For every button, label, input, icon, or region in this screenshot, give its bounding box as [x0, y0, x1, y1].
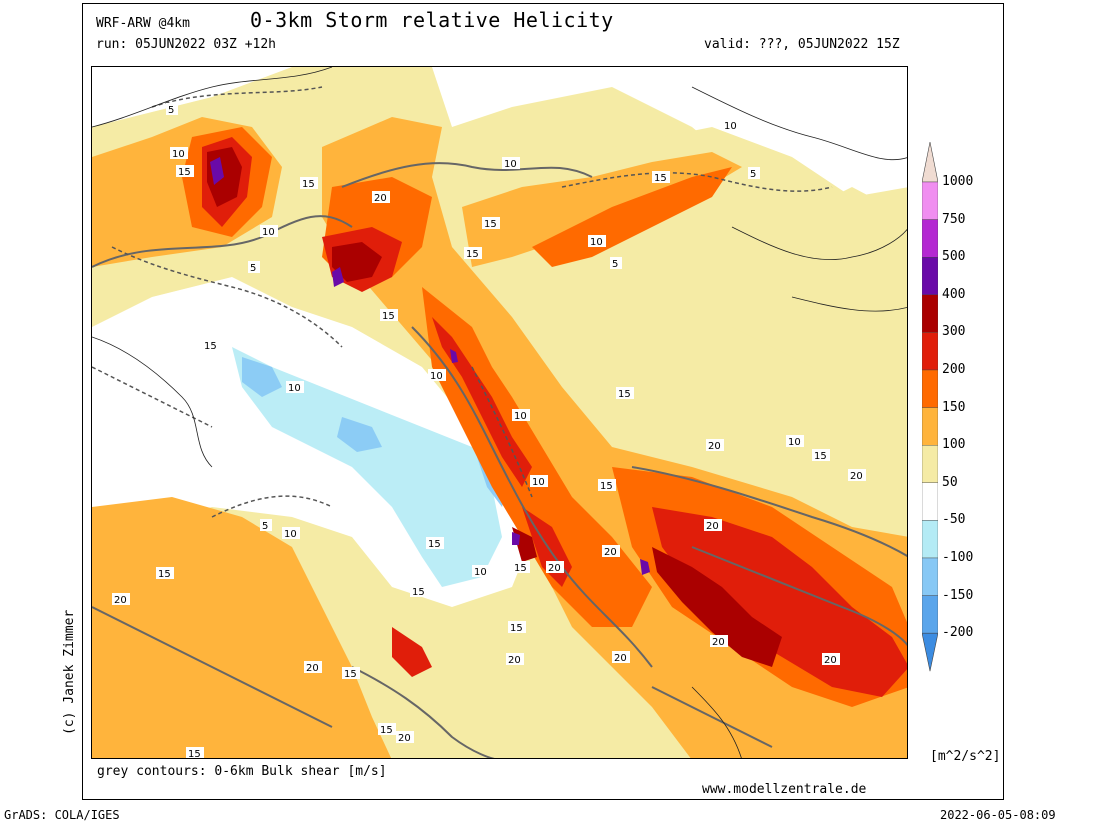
colorbar-segment	[922, 482, 938, 521]
colorbar-tick-label: 150	[942, 399, 966, 415]
contour-label: 15	[484, 219, 497, 230]
contour-label: 10	[284, 529, 297, 540]
map-borders	[92, 67, 907, 758]
contour-label: 15	[600, 481, 613, 492]
helicity-area-100-150-north	[462, 152, 742, 267]
colorbar-segment	[922, 332, 938, 371]
contour-label: 15	[204, 341, 217, 352]
contour-label: 10	[430, 371, 443, 382]
contour-label: 10	[590, 237, 603, 248]
colorbar-segment	[922, 294, 938, 333]
contour-label: 20	[548, 563, 561, 574]
map-title: 0-3km Storm relative Helicity	[250, 8, 614, 32]
negative-helicity-core	[242, 357, 512, 507]
colorbar-segment	[922, 445, 938, 484]
colorbar-bottom-triangle	[922, 632, 938, 672]
contour-label: 20	[712, 637, 725, 648]
contour-label: 5	[262, 521, 268, 532]
colorbar-unit: [m^2/s^2]	[930, 749, 1001, 764]
colorbar-segment	[922, 557, 938, 596]
colorbar-tick-label: -50	[942, 512, 966, 528]
contour-label: 15	[382, 311, 395, 322]
colorbar-segment	[922, 520, 938, 559]
contour-label: 5	[250, 263, 256, 274]
run-label: run: 05JUN2022 03Z +12h	[96, 37, 277, 52]
contour-label: 20	[508, 655, 521, 666]
contour-label: 20	[824, 655, 837, 666]
contour-label: 5	[168, 105, 174, 116]
contour-label: 15	[344, 669, 357, 680]
colorbar	[922, 142, 938, 672]
contour-note: grey contours: 0-6km Bulk shear [m/s]	[97, 764, 387, 779]
grads-label: GrADS: COLA/IGES	[4, 808, 120, 822]
contour-label: 20	[708, 441, 721, 452]
contour-label: 10	[262, 227, 275, 238]
chart-frame	[82, 3, 1004, 800]
contour-label: 10	[474, 567, 487, 578]
bulk-shear-contours-dashed	[92, 86, 833, 518]
contour-labels: 5 10 15 15 20 10 15 15 10 15 10 10 15 15…	[112, 103, 866, 759]
contour-label: 10	[514, 411, 527, 422]
contour-label: 15	[188, 749, 201, 759]
helicity-area-100-150-sw	[92, 497, 392, 758]
contour-label: 15	[380, 725, 393, 736]
contour-label: 15	[178, 167, 191, 178]
colorbar-segment	[922, 256, 938, 295]
contour-label: 20	[706, 521, 719, 532]
contour-label: 10	[532, 477, 545, 488]
contour-label: 10	[288, 383, 301, 394]
contour-label: 15	[428, 539, 441, 550]
contour-label: 15	[466, 249, 479, 260]
contour-label: 10	[788, 437, 801, 448]
contour-label: 5	[612, 259, 618, 270]
copyright-label: (c) Janek Zimmer	[62, 609, 77, 735]
colorbar-tick-label: -200	[942, 625, 974, 641]
contour-label: 20	[604, 547, 617, 558]
helicity-map: 5 10 15 15 20 10 15 15 10 15 10 10 15 15…	[91, 66, 908, 759]
contour-label: 10	[504, 159, 517, 170]
contour-label: 5	[750, 169, 756, 180]
colorbar-tick-label: 50	[942, 474, 958, 490]
contour-label: 10	[724, 121, 737, 132]
colorbar-tick-label: 400	[942, 286, 966, 302]
contour-label: 15	[814, 451, 827, 462]
contour-label: 20	[614, 653, 627, 664]
colorbar-tick-label: 200	[942, 362, 966, 377]
contour-label: 20	[398, 733, 411, 744]
colorbar-segment	[922, 181, 938, 220]
colorbar-tick-label: 300	[942, 324, 966, 340]
timestamp-label: 2022-06-05-08:09	[940, 808, 1056, 822]
contour-label: 15	[158, 569, 171, 580]
contour-label: 15	[412, 587, 425, 598]
colorbar-tick-label: 100	[942, 437, 966, 453]
bulk-shear-contours	[92, 162, 907, 758]
contour-label: 20	[374, 193, 387, 204]
contour-label: 20	[306, 663, 319, 674]
colorbar-segment	[922, 595, 938, 634]
contour-label: 15	[514, 563, 527, 574]
colorbar-segment	[922, 219, 938, 258]
colorbar-tick-label: -150	[942, 587, 974, 603]
contour-label: 10	[172, 149, 185, 160]
valid-label: valid: ???, 05JUN2022 15Z	[704, 37, 900, 52]
colorbar-tick-label: 500	[942, 249, 966, 265]
model-label: WRF-ARW @4km	[96, 16, 190, 31]
colorbar-top-triangle	[922, 142, 938, 183]
helicity-area-200-300	[202, 137, 907, 697]
contour-label: 15	[510, 623, 523, 634]
colorbar-segment	[922, 407, 938, 446]
website-label: www.modellzentrale.de	[702, 782, 867, 797]
helicity-area-300-400	[207, 147, 782, 667]
negative-helicity-area	[232, 347, 502, 587]
colorbar-tick-label: 1000	[942, 174, 974, 189]
colorbar-tick-label: 750	[942, 211, 966, 227]
colorbar-tick-label: -100	[942, 550, 974, 565]
contour-label: 15	[654, 173, 667, 184]
contour-label: 20	[114, 595, 127, 606]
contour-label: 15	[302, 179, 315, 190]
contour-label: 15	[618, 389, 631, 400]
contour-label: 20	[850, 471, 863, 482]
colorbar-segment	[922, 369, 938, 408]
